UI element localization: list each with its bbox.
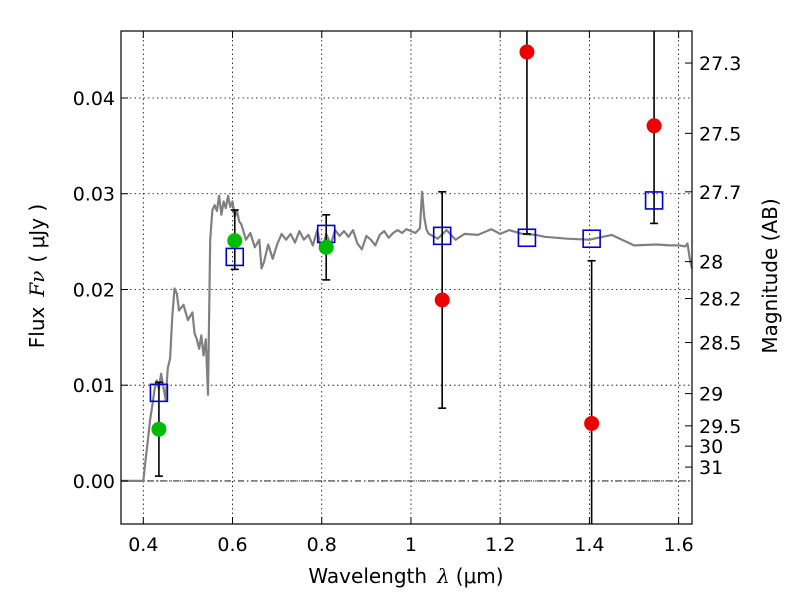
grid-lines bbox=[121, 31, 692, 524]
magnitude-tick-label: 28.2 bbox=[699, 289, 741, 311]
red-data-point bbox=[519, 44, 535, 60]
red-data-point bbox=[584, 415, 600, 431]
y-tick-label: 0.01 bbox=[73, 375, 115, 397]
model-photometry-square bbox=[432, 226, 452, 246]
magnitude-tick-label: 27.7 bbox=[699, 182, 741, 204]
points-layer bbox=[149, 31, 664, 524]
x-tick-label: 1.2 bbox=[485, 534, 515, 556]
axes-layer: 0.4 0.6 0.8 1 1.2 1.4 1.6 0.00 0.01 0.02 0.03 0.04 2… bbox=[73, 31, 741, 556]
red-data-point bbox=[434, 292, 450, 308]
y-tick-label: 0.04 bbox=[73, 88, 115, 110]
magnitude-tick-label: 27.5 bbox=[699, 123, 741, 145]
model-photometry-square bbox=[644, 191, 664, 210]
x-tick-label: 1.4 bbox=[574, 534, 604, 556]
y-tick-label: 0.00 bbox=[73, 471, 115, 493]
sed-model-line bbox=[121, 190, 694, 482]
y-axis-symbol: Fν bbox=[25, 271, 49, 298]
model-photometry-square bbox=[517, 228, 537, 248]
green-data-point bbox=[318, 239, 334, 255]
y-axis-label-word: Flux bbox=[25, 306, 49, 348]
model-photometry-square bbox=[225, 247, 245, 267]
green-data-point bbox=[151, 421, 167, 437]
y-axis-label: Flux Fν ( μJy ) bbox=[25, 204, 49, 348]
x-axis-symbol: λ bbox=[436, 564, 450, 588]
x-tick-label: 0.6 bbox=[217, 534, 247, 556]
x-axis-unit: (μm) bbox=[456, 564, 504, 588]
magnitude-tick-label: 31 bbox=[699, 457, 723, 479]
x-tick-label: 1 bbox=[405, 534, 417, 556]
magnitude-tick-label: 29 bbox=[699, 384, 723, 406]
green-data-point bbox=[227, 233, 243, 249]
x-tick-label: 0.8 bbox=[307, 534, 337, 556]
red-data-point bbox=[646, 118, 662, 134]
x-tick-label: 0.4 bbox=[128, 534, 158, 556]
magnitude-tick-label: 29.5 bbox=[699, 416, 741, 438]
x-tick-label: 1.6 bbox=[664, 534, 694, 556]
magnitude-tick-label: 30 bbox=[699, 436, 723, 458]
x-axis-label-word: Wavelength bbox=[308, 564, 427, 588]
y-tick-label: 0.02 bbox=[73, 279, 115, 301]
model-photometry-square bbox=[582, 229, 601, 249]
y-axis-unit: ( μJy ) bbox=[25, 204, 49, 263]
model-layer bbox=[121, 190, 694, 482]
magnitude-tick-label: 28.5 bbox=[699, 333, 741, 355]
magnitude-tick-label: 27.3 bbox=[699, 53, 741, 75]
x-axis-label: Wavelength λ (μm) bbox=[308, 564, 503, 588]
y-tick-label: 0.03 bbox=[73, 184, 115, 206]
model-photometry-square bbox=[149, 383, 169, 403]
plot-frame bbox=[120, 30, 693, 525]
magnitude-tick-label: 28 bbox=[699, 252, 723, 274]
magnitude-axis-label: Magnitude (AB) bbox=[758, 198, 782, 353]
